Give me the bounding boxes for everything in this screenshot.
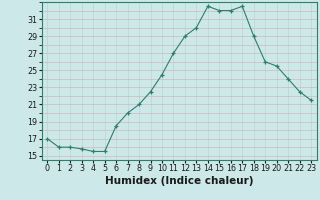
X-axis label: Humidex (Indice chaleur): Humidex (Indice chaleur) bbox=[105, 176, 253, 186]
